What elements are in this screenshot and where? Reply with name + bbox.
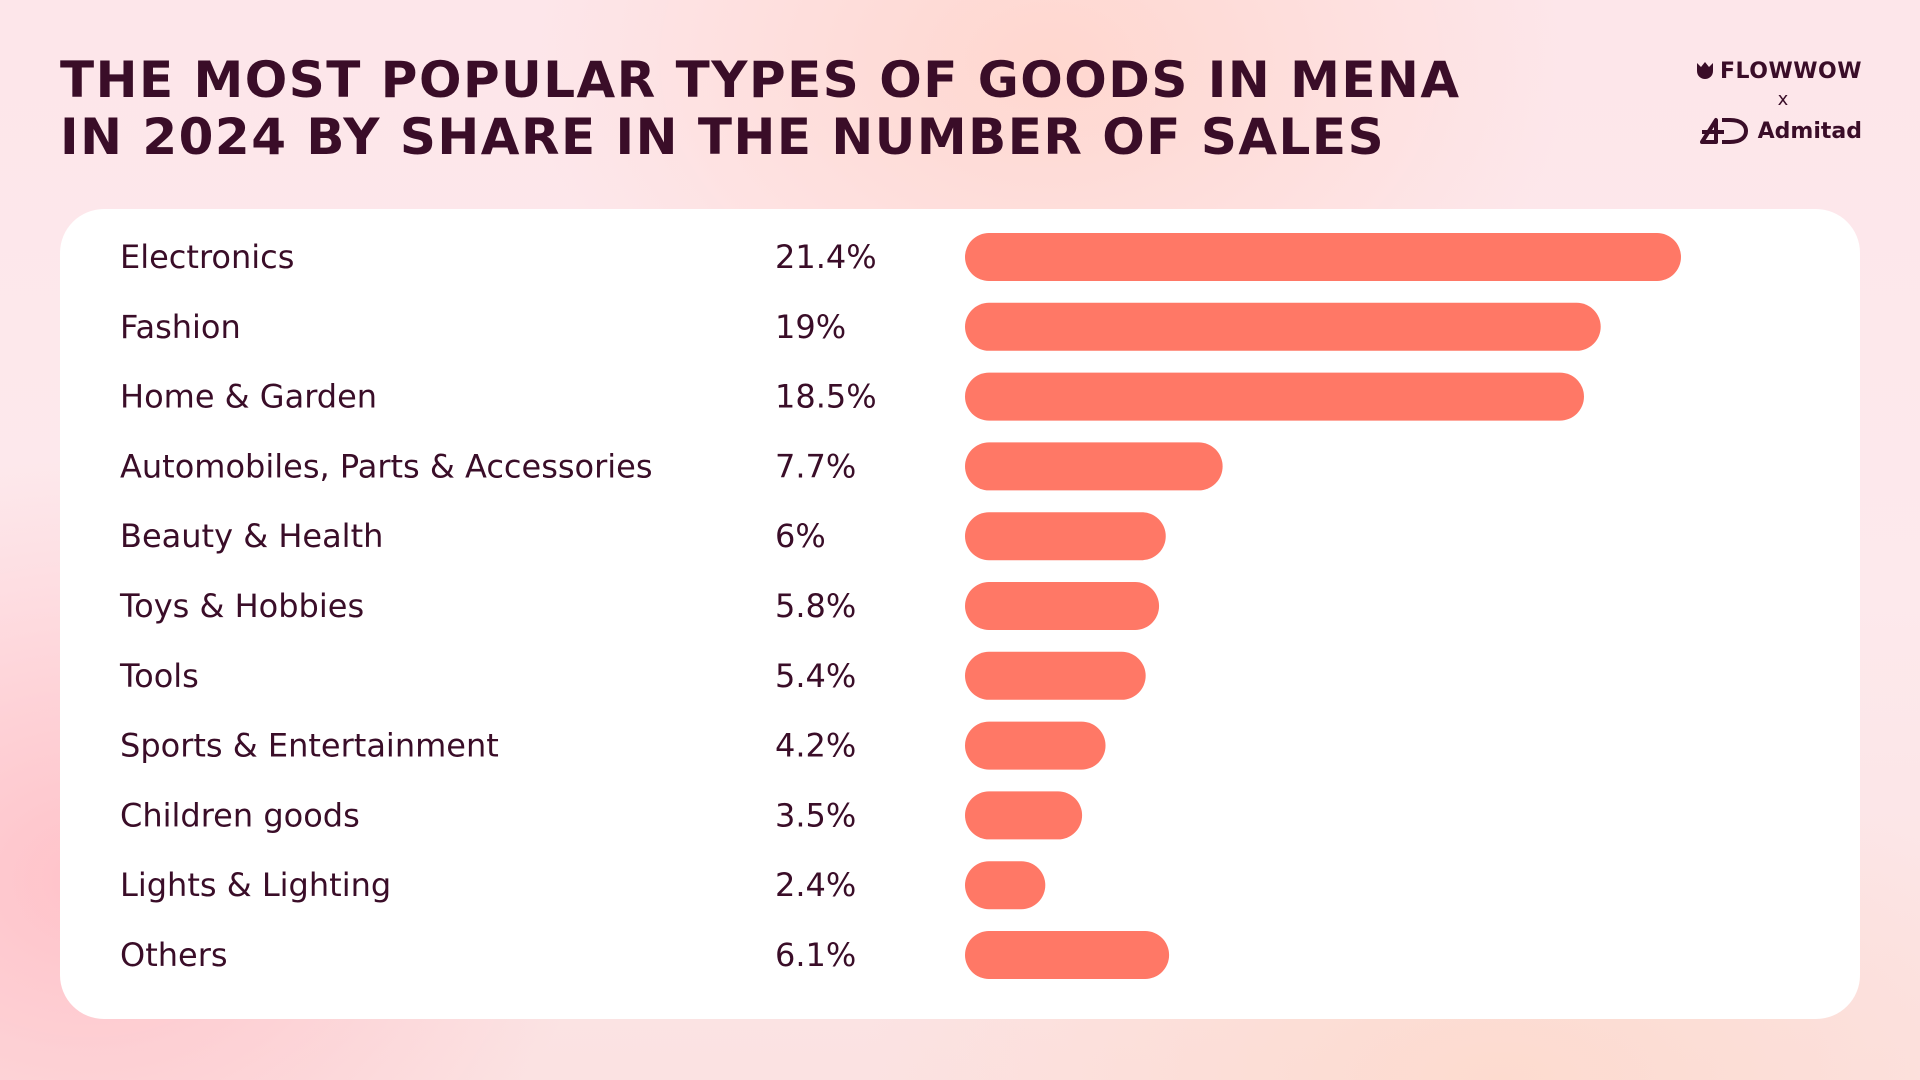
chart-title-line-1: THE MOST POPULAR TYPES OF GOODS IN MENA bbox=[60, 51, 1461, 109]
admitad-logo-text: Admitad bbox=[1757, 118, 1862, 144]
bar bbox=[965, 651, 1146, 700]
chart-card: Electronics 21.4% Fashion 19% Home & Garden 1… bbox=[60, 209, 1860, 1019]
value-label: 6% bbox=[775, 517, 826, 555]
value-label: 18.5% bbox=[775, 378, 877, 416]
partner-logos: FLOWWOW x Admitad bbox=[1690, 56, 1862, 148]
bar bbox=[965, 931, 1170, 979]
admitad-mark-icon bbox=[1699, 118, 1748, 144]
bar bbox=[965, 302, 1601, 351]
category-label: Tools bbox=[119, 657, 199, 695]
bar bbox=[965, 372, 1584, 421]
value-label: 5.4% bbox=[775, 657, 856, 695]
category-label: Electronics bbox=[120, 238, 294, 276]
bar bbox=[965, 861, 1046, 910]
bar bbox=[965, 233, 1681, 281]
category-label: Children goods bbox=[120, 796, 360, 834]
value-label: 21.4% bbox=[775, 238, 877, 276]
category-label: Lights & Lighting bbox=[120, 866, 391, 904]
value-label: 5.8% bbox=[775, 587, 856, 625]
value-label: 2.4% bbox=[775, 866, 856, 904]
flowwow-logo-text: FLOWWOW bbox=[1720, 58, 1862, 84]
category-label: Toys & Hobbies bbox=[119, 587, 364, 625]
bar bbox=[965, 791, 1083, 840]
value-label: 19% bbox=[775, 308, 846, 346]
category-label: Beauty & Health bbox=[120, 517, 383, 555]
admitad-logo: Admitad bbox=[1690, 114, 1862, 148]
chart-title-line-2: IN 2024 BY SHARE IN THE NUMBER OF SALES bbox=[60, 108, 1386, 166]
bar bbox=[965, 582, 1160, 630]
value-label: 4.2% bbox=[775, 727, 856, 765]
bar-chart: Electronics 21.4% Fashion 19% Home & Garden 1… bbox=[119, 233, 1681, 979]
bar bbox=[965, 721, 1106, 770]
bar bbox=[965, 512, 1166, 561]
chart-title: THE MOST POPULAR TYPES OF GOODS IN MENA … bbox=[60, 52, 1500, 166]
category-label: Automobiles, Parts & Accessories bbox=[120, 447, 653, 485]
value-label: 7.7% bbox=[775, 447, 856, 485]
tulip-icon bbox=[1697, 62, 1714, 79]
logo-separator: x bbox=[1777, 89, 1789, 110]
flowwow-logo: FLOWWOW bbox=[1690, 56, 1862, 86]
category-label: Others bbox=[120, 936, 228, 974]
bar bbox=[965, 442, 1223, 491]
category-label: Fashion bbox=[120, 308, 241, 346]
value-label: 3.5% bbox=[775, 796, 856, 834]
category-label: Sports & Entertainment bbox=[120, 727, 499, 765]
value-label: 6.1% bbox=[775, 936, 856, 974]
category-label: Home & Garden bbox=[120, 378, 377, 416]
